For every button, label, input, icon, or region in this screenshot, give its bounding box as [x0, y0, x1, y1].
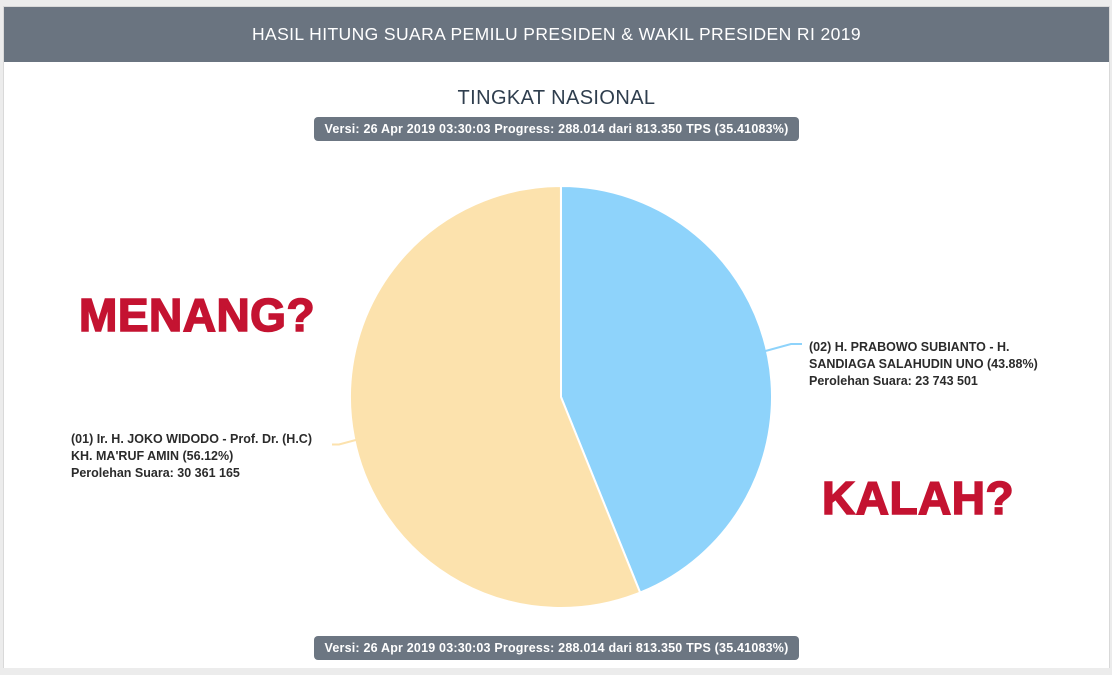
candidate-01-name-line2: KH. MA'RUF AMIN (56.12%): [71, 449, 234, 463]
header-bar: HASIL HITUNG SUARA PEMILU PRESIDEN & WAK…: [4, 7, 1109, 62]
content-card: HASIL HITUNG SUARA PEMILU PRESIDEN & WAK…: [3, 6, 1110, 668]
version-progress-badge-top: Versi: 26 Apr 2019 03:30:03 Progress: 28…: [313, 117, 800, 141]
candidate-label-01: (01) Ir. H. JOKO WIDODO - Prof. Dr. (H.C…: [71, 431, 326, 482]
version-badge-row-top: Versi: 26 Apr 2019 03:30:03 Progress: 28…: [4, 117, 1109, 141]
version-badge-row-bottom: Versi: 26 Apr 2019 03:30:03 Progress: 28…: [4, 636, 1109, 660]
pie-chart: [349, 185, 773, 609]
candidate-02-name-line2: SANDIAGA SALAHUDIN UNO (43.88%): [809, 357, 1038, 371]
candidate-02-votes: Perolehan Suara: 23 743 501: [809, 374, 978, 388]
candidate-01-votes: Perolehan Suara: 30 361 165: [71, 466, 240, 480]
annotation-kalah: KALAH?: [821, 471, 1015, 525]
version-progress-badge-bottom: Versi: 26 Apr 2019 03:30:03 Progress: 28…: [313, 636, 800, 660]
pie-slice-02[interactable]: [560, 185, 773, 594]
candidate-01-name-line1: (01) Ir. H. JOKO WIDODO - Prof. Dr. (H.C…: [71, 432, 312, 446]
annotation-menang: MENANG?: [78, 288, 316, 342]
candidate-label-02: (02) H. PRABOWO SUBIANTO - H. SANDIAGA S…: [809, 339, 1044, 390]
header-title: HASIL HITUNG SUARA PEMILU PRESIDEN & WAK…: [251, 24, 862, 44]
candidate-02-name-line1: (02) H. PRABOWO SUBIANTO - H.: [809, 340, 1010, 354]
page-title: TINGKAT NASIONAL: [457, 87, 656, 109]
